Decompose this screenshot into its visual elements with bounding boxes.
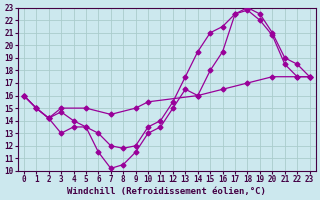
X-axis label: Windchill (Refroidissement éolien,°C): Windchill (Refroidissement éolien,°C) xyxy=(67,187,266,196)
